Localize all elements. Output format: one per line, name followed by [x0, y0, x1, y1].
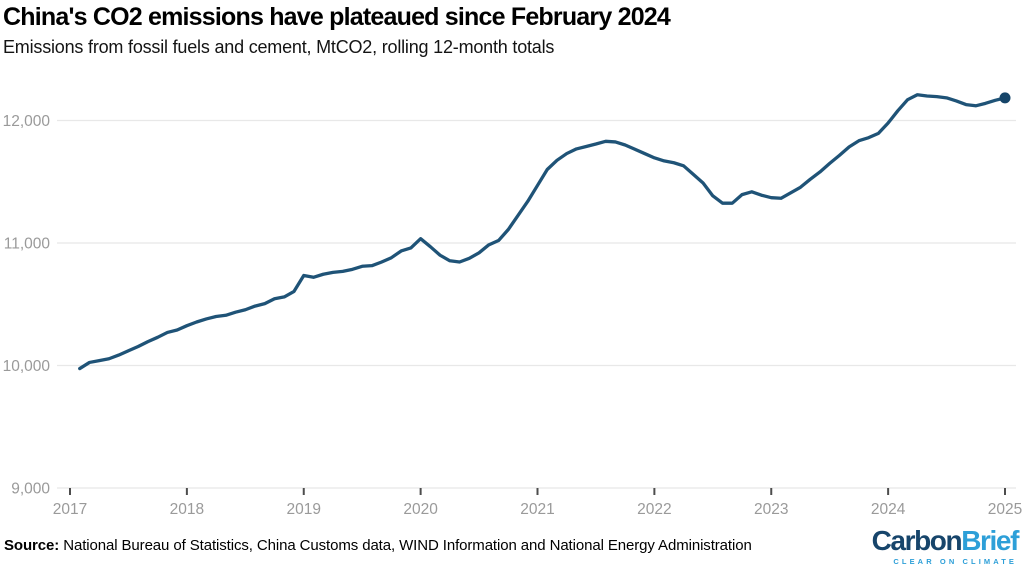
- x-axis-label: 2023: [754, 501, 788, 518]
- x-axis-label: 2017: [53, 501, 87, 518]
- logo-brief: Brief: [961, 525, 1019, 556]
- source-text: National Bureau of Statistics, China Cus…: [59, 537, 752, 554]
- logo-tagline: CLEAR ON CLIMATE: [893, 556, 1017, 566]
- x-axis-label: 2021: [520, 501, 554, 518]
- x-axis-label: 2025: [988, 501, 1022, 518]
- x-axis-label: 2022: [637, 501, 671, 518]
- latest-point-marker: [999, 92, 1011, 104]
- y-axis-label: 9,000: [11, 481, 50, 498]
- x-axis-label: 2018: [170, 501, 204, 518]
- y-axis-label: 10,000: [3, 358, 51, 375]
- page-subtitle: Emissions from fossil fuels and cement, …: [3, 37, 555, 57]
- source-label: Source:: [4, 537, 60, 554]
- y-axis-label: 11,000: [4, 236, 51, 253]
- emissions-line: [78, 93, 1007, 371]
- logo-wordmark: CarbonBrief: [871, 525, 1020, 557]
- source-note: Source: National Bureau of Statistics, C…: [4, 537, 752, 554]
- x-axis-label: 2019: [287, 501, 321, 518]
- x-axis-label: 2020: [403, 501, 438, 518]
- x-axis-label: 2024: [871, 501, 906, 518]
- y-axis-label: 12,000: [3, 113, 51, 130]
- carbonbrief-logo: CarbonBrief CLEAR ON CLIMATE: [871, 525, 1020, 566]
- logo-carbon: Carbon: [871, 525, 963, 556]
- page-title: China's CO2 emissions have plateaued sin…: [3, 3, 671, 31]
